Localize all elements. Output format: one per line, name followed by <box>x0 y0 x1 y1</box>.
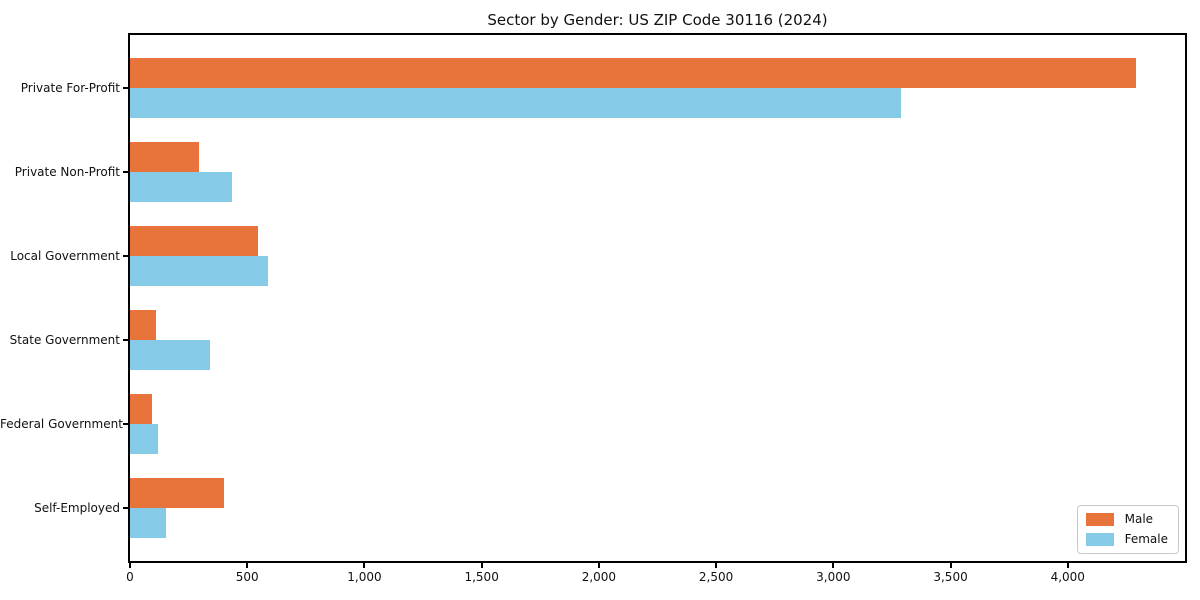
x-tick-label: 2,000 <box>581 570 617 584</box>
y-tick-mark <box>123 423 128 425</box>
legend: Male Female <box>1076 505 1179 554</box>
male-swatch-icon <box>1085 513 1114 526</box>
bar-male <box>130 58 1136 88</box>
x-tick-mark <box>1066 563 1069 568</box>
legend-item-female: Female <box>1085 532 1168 547</box>
legend-item-male: Male <box>1085 512 1168 527</box>
y-tick-mark <box>123 87 128 89</box>
bar-female <box>130 424 158 454</box>
y-tick-mark <box>123 255 128 257</box>
bar-female <box>130 172 232 202</box>
x-tick-mark <box>129 563 131 568</box>
y-tick-label: Private For-Profit <box>20 81 120 95</box>
x-tick-mark <box>480 563 483 568</box>
chart-title: Sector by Gender: US ZIP Code 30116 (202… <box>487 11 828 29</box>
y-tick-label: Local Government <box>10 249 120 263</box>
bar-male <box>130 394 152 424</box>
x-tick-label: 3,500 <box>933 570 968 584</box>
x-tick-label: 500 <box>235 570 259 584</box>
female-swatch-icon <box>1085 533 1114 546</box>
bar-female <box>130 88 901 118</box>
x-tick-mark <box>246 563 249 568</box>
x-tick-mark <box>715 563 718 568</box>
legend-label-female: Female <box>1124 532 1168 546</box>
x-tick-label: 1,500 <box>464 570 499 584</box>
plot-area: Male Female <box>128 33 1187 563</box>
x-tick-label: 0 <box>126 570 134 584</box>
bar-male <box>130 310 156 340</box>
x-tick-label: 3,000 <box>816 570 851 584</box>
bar-female <box>130 340 210 370</box>
y-tick-mark <box>123 339 128 341</box>
bar-male <box>130 478 224 508</box>
y-tick-label: Federal Government <box>0 417 123 431</box>
bar-male <box>130 142 199 172</box>
legend-label-male: Male <box>1124 512 1154 526</box>
x-tick-mark <box>832 563 835 568</box>
x-tick-mark <box>597 563 600 568</box>
x-tick-label: 2,500 <box>698 570 734 584</box>
x-tick-label: 4,000 <box>1050 570 1085 584</box>
y-tick-mark <box>123 171 128 173</box>
x-tick-label: 1,000 <box>347 570 382 584</box>
y-tick-label: Self-Employed <box>34 501 120 515</box>
y-tick-mark <box>123 507 128 509</box>
y-tick-label: Private Non-Profit <box>14 165 120 179</box>
bar-female <box>130 256 268 286</box>
x-tick-mark <box>363 563 366 568</box>
bar-female <box>130 508 166 538</box>
y-tick-label: State Government <box>9 333 120 347</box>
bar-male <box>130 226 258 256</box>
x-tick-mark <box>949 563 952 568</box>
